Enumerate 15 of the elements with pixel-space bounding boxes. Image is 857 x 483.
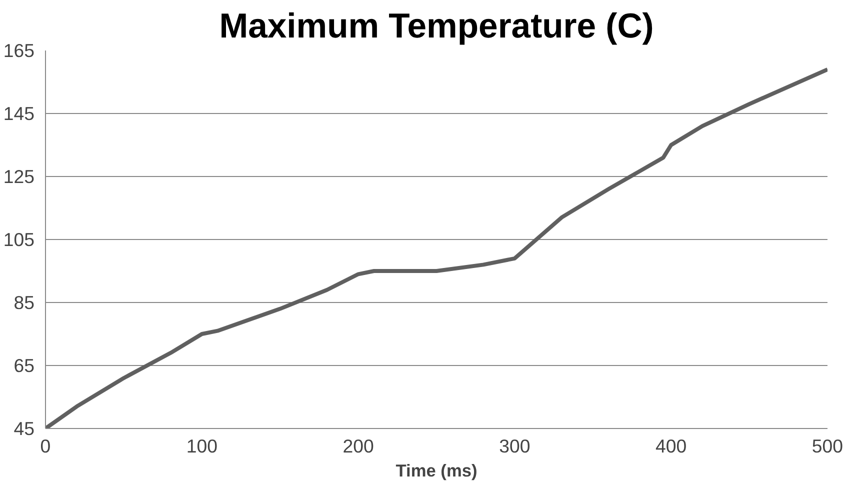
x-tick-label: 0 xyxy=(40,436,51,456)
y-tick-label: 145 xyxy=(3,103,35,124)
x-tick-label: 300 xyxy=(499,436,530,456)
x-tick-label: 400 xyxy=(656,436,687,456)
y-tick-label: 45 xyxy=(14,418,35,439)
y-tick-label: 85 xyxy=(14,292,35,313)
x-tick-label: 100 xyxy=(186,436,218,456)
x-axis-title: Time (ms) xyxy=(396,460,478,480)
y-tick-label: 65 xyxy=(14,355,35,376)
x-tick-label: 500 xyxy=(812,436,844,456)
y-tick-label: 165 xyxy=(3,40,35,61)
chart-title: Maximum Temperature (C) xyxy=(219,8,654,46)
y-tick-label: 125 xyxy=(3,166,35,187)
x-tick-label: 200 xyxy=(342,436,374,456)
y-tick-label: 105 xyxy=(3,229,35,250)
